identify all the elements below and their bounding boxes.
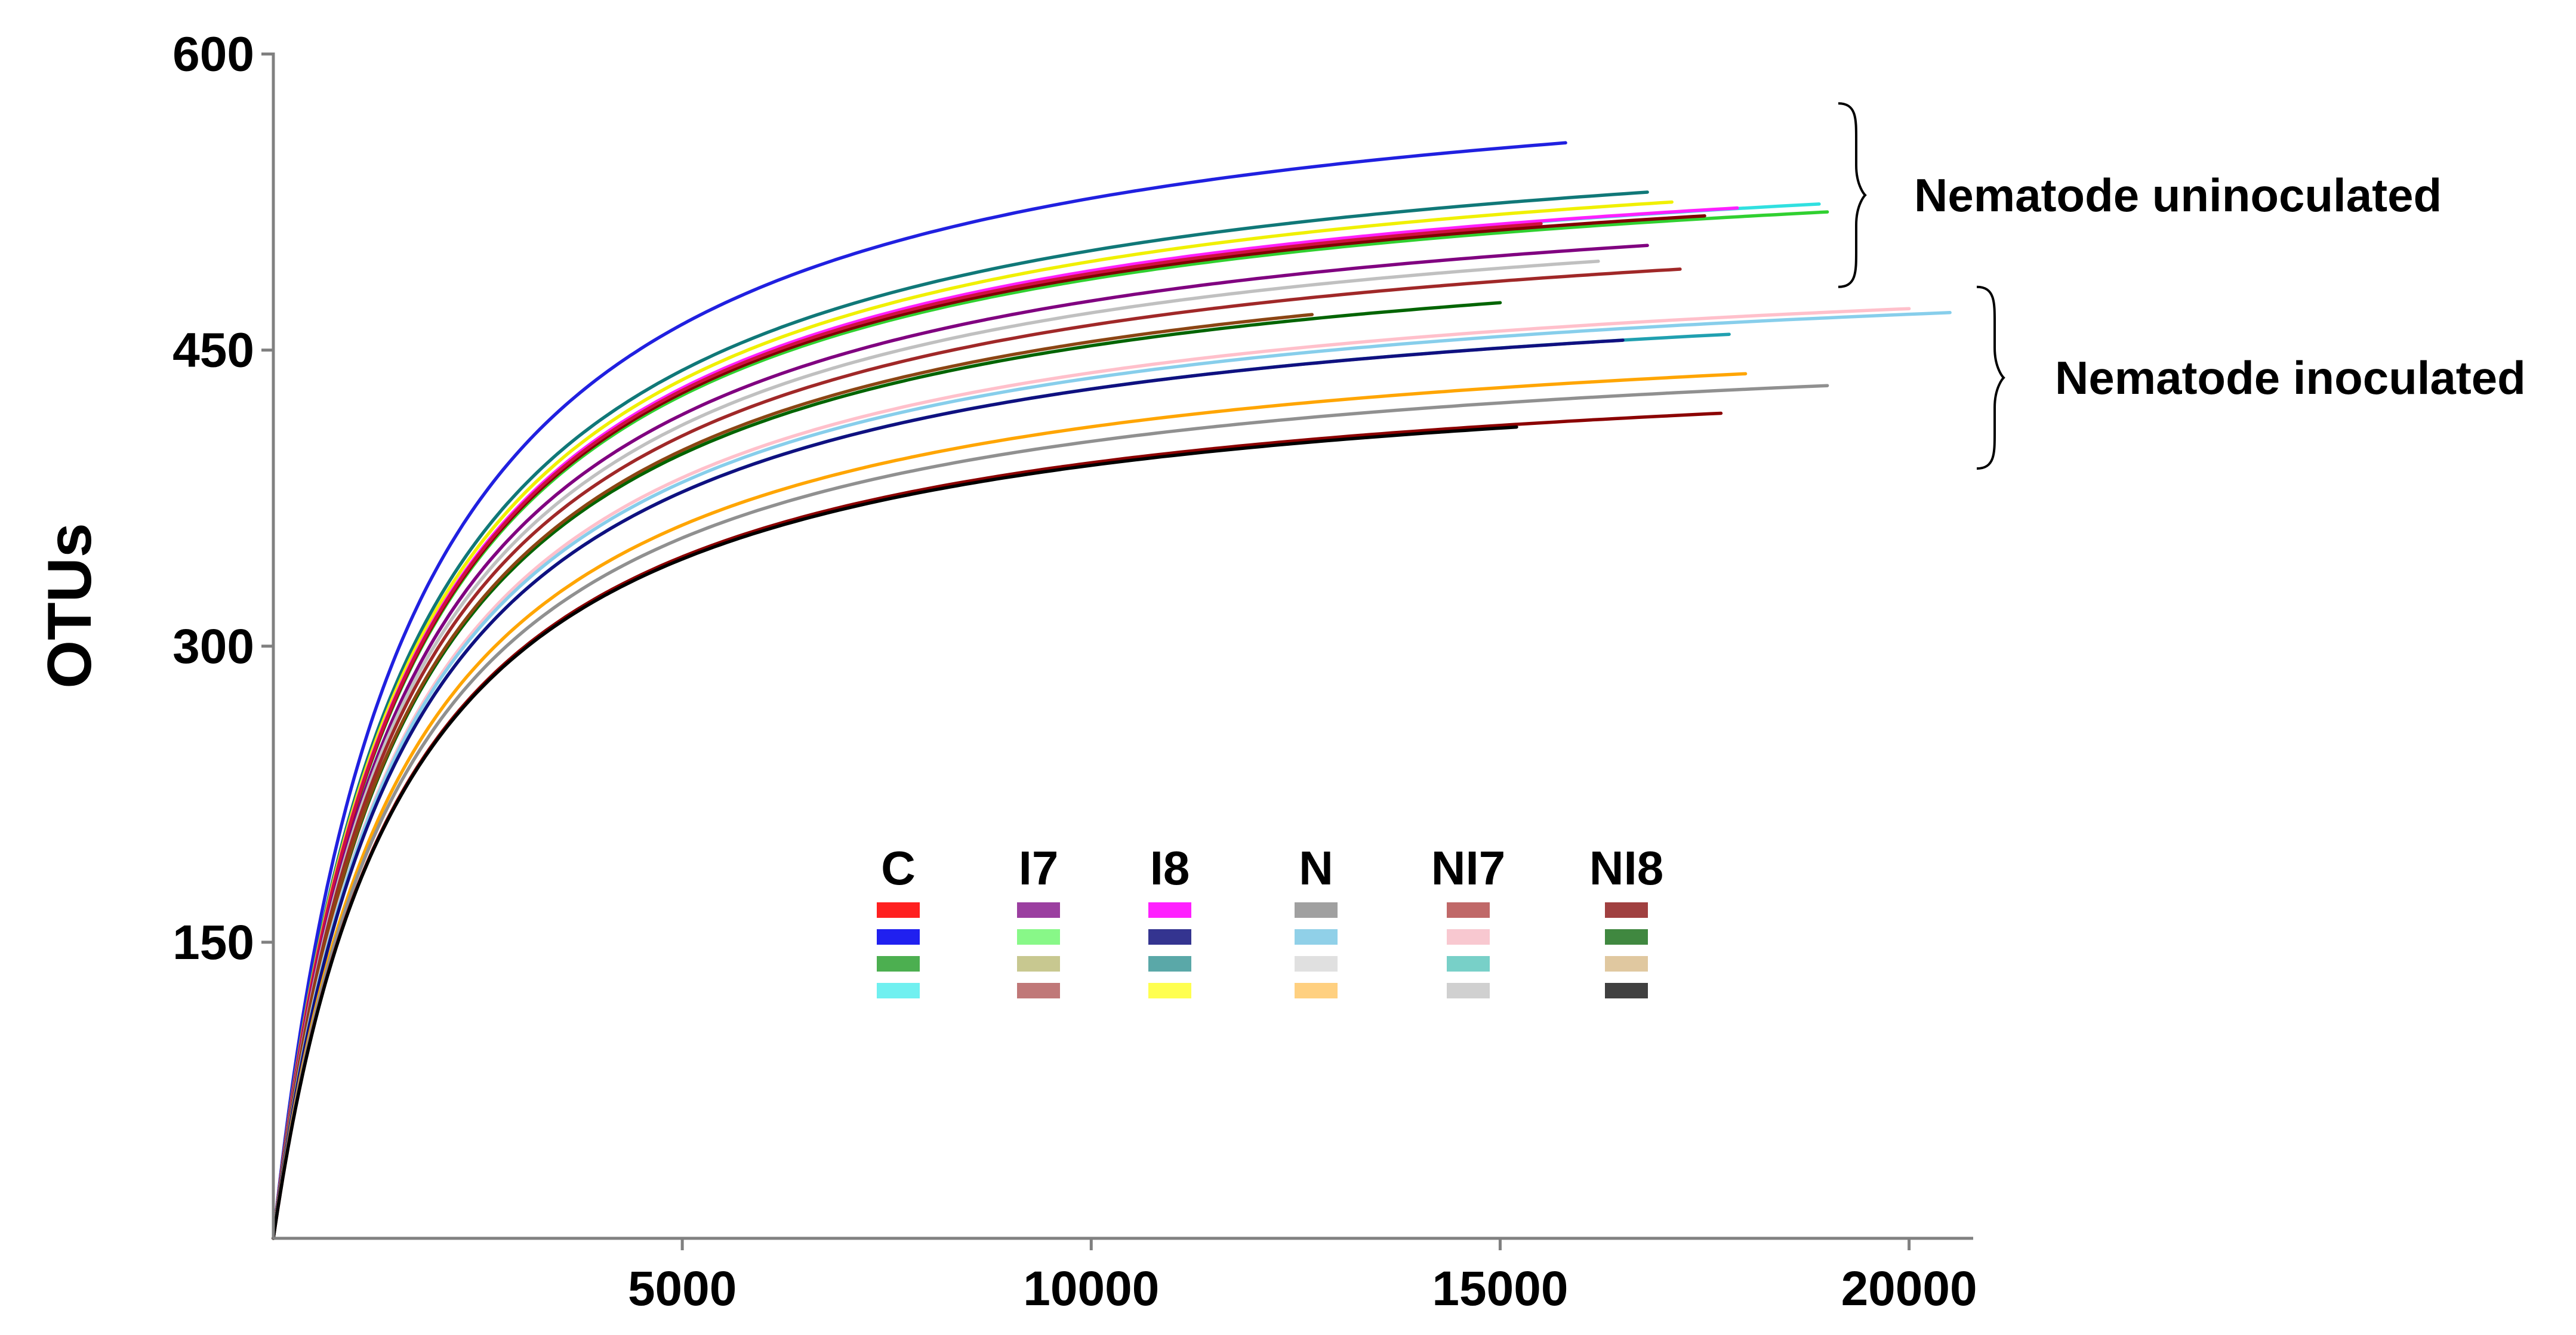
y-tick-label: 450 bbox=[172, 323, 254, 378]
legend-group-label: C bbox=[881, 841, 916, 895]
annotation-label: Nematode inoculated bbox=[2055, 352, 2526, 404]
series-line-5 bbox=[272, 206, 1739, 1240]
legend-swatch bbox=[1017, 956, 1060, 972]
series-line-18 bbox=[272, 372, 1748, 1240]
series-line-1 bbox=[272, 141, 1567, 1240]
series-line-17 bbox=[272, 338, 1625, 1240]
legend-swatch bbox=[1447, 902, 1490, 918]
x-tick-label: 10000 bbox=[1023, 1262, 1159, 1316]
curve-group bbox=[272, 141, 1952, 1240]
bracket bbox=[1838, 102, 1867, 288]
legend-swatch bbox=[1295, 983, 1338, 998]
x-tick-label: 5000 bbox=[628, 1262, 737, 1316]
legend-swatch bbox=[1148, 983, 1191, 998]
legend-swatch bbox=[1605, 983, 1648, 998]
legend-swatch bbox=[1148, 929, 1191, 945]
annotations: Nematode uninoculated Nematode inoculated bbox=[1838, 102, 2526, 470]
bracket bbox=[1976, 285, 2005, 470]
legend-swatch bbox=[1295, 929, 1338, 945]
tick-group: 150 300 450 600 5000 10000 15000 20000 bbox=[172, 27, 1977, 1316]
y-tick-label: 150 bbox=[172, 915, 254, 970]
series-line-4 bbox=[272, 202, 1821, 1240]
legend-group-label: NI7 bbox=[1431, 841, 1506, 895]
legend-swatch bbox=[877, 956, 920, 972]
legend-swatch bbox=[1017, 929, 1060, 945]
series-line-14 bbox=[272, 307, 1911, 1240]
x-tick-label: 15000 bbox=[1432, 1262, 1568, 1316]
legend-swatch bbox=[1148, 902, 1191, 918]
legend-swatch bbox=[1605, 956, 1648, 972]
series-line-7 bbox=[272, 214, 1706, 1240]
series-line-11 bbox=[272, 267, 1682, 1240]
legend-swatch bbox=[1148, 956, 1191, 972]
legend-group-label: I7 bbox=[1019, 841, 1059, 895]
series-line-6 bbox=[272, 210, 1829, 1240]
x-tick-label: 20000 bbox=[1841, 1262, 1977, 1316]
legend-swatch bbox=[877, 929, 920, 945]
legend-swatch bbox=[877, 983, 920, 998]
y-tick-label: 600 bbox=[172, 27, 254, 82]
series-line-21 bbox=[272, 425, 1518, 1240]
legend-swatch bbox=[1295, 956, 1338, 972]
legend-swatch bbox=[1605, 929, 1648, 945]
legend-group-label: I8 bbox=[1150, 841, 1190, 895]
legend-swatch bbox=[1447, 929, 1490, 945]
legend-swatch bbox=[1017, 983, 1060, 998]
series-line-15 bbox=[272, 311, 1952, 1240]
legend-group-label: NI8 bbox=[1589, 841, 1664, 895]
y-tick-label: 300 bbox=[172, 619, 254, 674]
legend-swatch bbox=[1295, 902, 1338, 918]
series-line-10 bbox=[272, 260, 1600, 1240]
legend-swatch bbox=[1447, 956, 1490, 972]
legend-swatch bbox=[1605, 902, 1648, 918]
legend-group-label: N bbox=[1299, 841, 1333, 895]
legend-swatch bbox=[877, 902, 920, 918]
annotation-label: Nematode uninoculated bbox=[1914, 169, 2442, 221]
y-axis-title: OTUs bbox=[35, 523, 104, 688]
series-line-3 bbox=[272, 200, 1674, 1240]
legend-swatch bbox=[1017, 902, 1060, 918]
series-line-16 bbox=[272, 332, 1731, 1240]
legend-swatch bbox=[1447, 983, 1490, 998]
legend: C I7 I8 N NI7 NI8 bbox=[877, 841, 1663, 998]
